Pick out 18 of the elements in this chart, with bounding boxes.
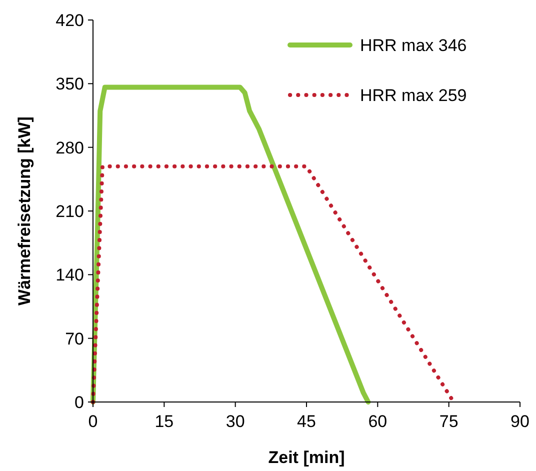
x-tick-label: 0 <box>88 412 98 431</box>
x-tick-label: 15 <box>154 412 174 431</box>
y-tick-label: 210 <box>56 202 84 221</box>
x-tick-label: 90 <box>510 412 530 431</box>
y-axis-title: Wärmefreisetzung [kW] <box>15 116 34 306</box>
y-tick-label: 420 <box>56 10 84 30</box>
y-tick-label: 280 <box>56 138 84 158</box>
x-tick-label: 45 <box>297 412 316 431</box>
x-axis-title: Zeit [min] <box>268 448 345 467</box>
x-tick-label: 75 <box>439 412 458 431</box>
y-tick-label: 140 <box>56 266 84 285</box>
x-tick-label: 30 <box>226 412 245 431</box>
legend-label: HRR max 346 <box>360 36 467 55</box>
y-tick-label: 70 <box>65 329 84 348</box>
legend-label: HRR max 259 <box>360 86 467 105</box>
y-tick-label: 350 <box>56 74 84 94</box>
y-tick-label: 0 <box>74 392 84 412</box>
x-tick-label: 60 <box>368 412 388 431</box>
